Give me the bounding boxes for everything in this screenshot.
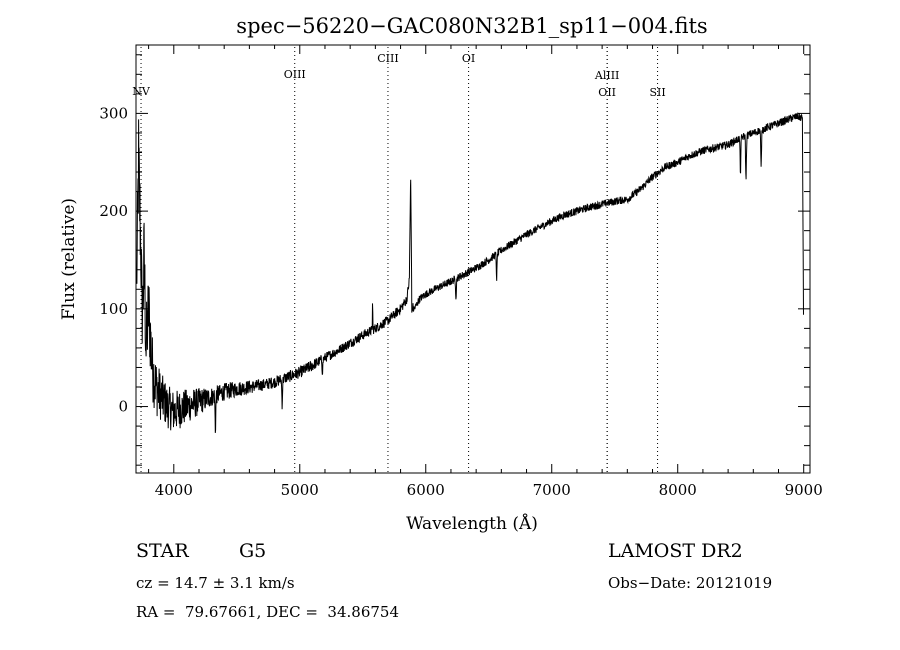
object-class: STAR — [136, 540, 189, 562]
x-tick-label: 6000 — [407, 481, 445, 499]
line-label: SII — [649, 86, 665, 99]
y-tick-label: 300 — [99, 104, 128, 122]
subclass: G5 — [239, 540, 267, 562]
line-label: OII — [598, 86, 616, 99]
x-axis-label: Wavelength (Å) — [406, 513, 538, 534]
plot-frame — [135, 44, 811, 474]
line-label: OI — [462, 52, 475, 65]
survey-name: LAMOST DR2 — [608, 540, 743, 562]
x-tick-label: 4000 — [155, 481, 193, 499]
line-label: NV — [132, 85, 151, 98]
spectrum-line — [136, 112, 804, 433]
obs-date: Obs−Date: 20121019 — [608, 574, 773, 592]
x-tick-label: 5000 — [281, 481, 319, 499]
y-tick-label: 200 — [99, 202, 128, 220]
x-tick-label: 8000 — [659, 481, 697, 499]
x-tick-label: 7000 — [533, 481, 571, 499]
y-axis-label: Flux (relative) — [59, 198, 79, 320]
line-label: CIII — [377, 52, 398, 65]
y-tick-label: 0 — [118, 398, 128, 416]
x-tick-label: 9000 — [785, 481, 823, 499]
y-tick-label: 100 — [99, 300, 128, 318]
redshift-info: cz = 14.7 ± 3.1 km/s — [136, 574, 295, 592]
coordinates: RA = 79.67661, DEC = 34.86754 — [136, 603, 400, 621]
line-label: OIII — [284, 68, 306, 81]
chart-title: spec−56220−GAC080N32B1_sp11−004.fits — [236, 14, 707, 38]
axis-ticks: 4000 5000 6000 7000 8000 9000 0 100 200 300 — [99, 45, 823, 499]
